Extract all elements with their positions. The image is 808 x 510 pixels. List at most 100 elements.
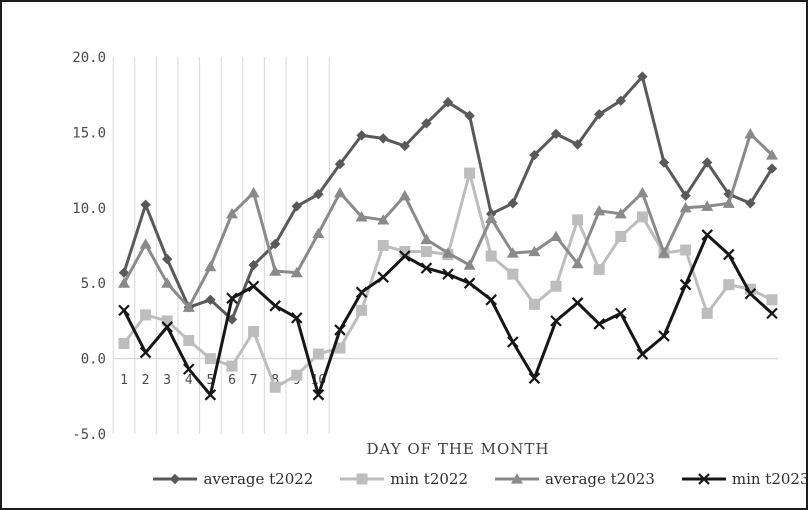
diamond-marker-icon — [464, 110, 475, 122]
square-marker-icon — [118, 338, 130, 350]
square-marker-icon — [291, 369, 303, 381]
triangle-marker-icon — [139, 238, 152, 249]
triangle-marker-icon — [679, 202, 692, 213]
x-tick-label: 4 — [185, 373, 193, 388]
diamond-marker-icon — [248, 259, 259, 271]
triangle-marker-icon — [334, 186, 346, 198]
x-marker-icon — [399, 250, 411, 262]
triangle-marker-icon — [420, 233, 433, 245]
diamond-marker-icon — [153, 473, 198, 485]
square-marker-icon — [464, 167, 476, 179]
x-marker-icon — [681, 473, 726, 485]
triangle-marker-icon — [226, 208, 238, 219]
square-marker-icon — [593, 264, 605, 276]
x-marker-icon — [485, 294, 497, 306]
legend-label: min t2022 — [390, 470, 468, 488]
diamond-marker-icon — [270, 238, 281, 250]
square-marker-icon — [377, 240, 389, 251]
line-chart-plot: 20.015.010.05.00.0-5.012345678910 — [72, 50, 778, 443]
square-marker-icon — [399, 246, 411, 258]
legend-label: average t2023 — [545, 470, 655, 488]
diamond-marker-icon — [637, 71, 648, 82]
triangle-marker-icon — [463, 259, 476, 270]
diamond-marker-icon — [118, 267, 130, 278]
x-tick-label: 7 — [250, 373, 258, 388]
y-tick-label: 20.0 — [72, 50, 106, 66]
x-tick-label: 5 — [206, 373, 214, 388]
x-tick-label: 3 — [163, 373, 171, 388]
triangle-marker-icon — [118, 277, 130, 288]
chart-legend: average t2022 min t2022 average t2023 mi… — [2, 470, 808, 488]
diamond-marker-icon — [550, 128, 562, 140]
square-marker-icon — [183, 335, 195, 347]
x-marker-icon — [550, 315, 562, 327]
square-marker-icon — [356, 473, 368, 485]
triangle-marker-icon — [355, 211, 368, 222]
diamond-marker-icon — [658, 157, 670, 168]
triangle-marker-icon — [722, 197, 735, 208]
triangle-marker-icon — [485, 212, 498, 223]
triangle-marker-icon — [269, 265, 282, 276]
x-marker-icon — [766, 307, 778, 320]
x-marker-icon — [291, 312, 303, 324]
diamond-marker-icon — [162, 253, 173, 265]
triangle-marker-icon — [571, 257, 584, 269]
diamond-marker-icon — [140, 199, 151, 210]
diamond-marker-icon — [356, 130, 367, 141]
diamond-marker-icon — [442, 97, 454, 108]
square-marker-icon — [550, 280, 562, 292]
diamond-marker-icon — [507, 198, 518, 209]
triangle-marker-icon — [744, 128, 757, 139]
x-tick-label: 1 — [120, 373, 128, 388]
triangle-marker-icon — [658, 247, 670, 258]
x-axis-title: DAY OF THE MONTH — [366, 440, 550, 458]
x-marker-icon — [139, 346, 152, 359]
diamond-marker-icon — [226, 314, 238, 325]
diamond-marker-icon — [313, 189, 324, 200]
diamond-marker-icon — [205, 294, 216, 305]
x-marker-icon — [723, 248, 735, 261]
y-tick-label: 15.0 — [72, 125, 106, 141]
x-marker-icon — [571, 297, 584, 309]
x-tick-label: 8 — [271, 373, 279, 388]
diamond-marker-icon — [421, 118, 432, 129]
x-marker-icon — [118, 304, 130, 317]
square-marker-icon — [507, 268, 519, 280]
diamond-marker-icon — [745, 198, 756, 209]
x-tick-label: 6 — [228, 373, 236, 388]
legend-item-average-t2023: average t2023 — [494, 470, 655, 488]
legend-label: average t2022 — [203, 470, 314, 488]
triangle-marker-icon — [161, 277, 174, 288]
x-marker-icon — [744, 287, 757, 300]
diamond-marker-icon — [615, 95, 626, 106]
triangle-marker-icon — [766, 149, 778, 160]
triangle-marker-icon — [593, 205, 606, 216]
legend-label: min t2023 — [731, 470, 808, 488]
diamond-marker-icon — [378, 133, 389, 144]
square-marker-icon — [572, 214, 584, 226]
triangle-marker-icon — [511, 473, 523, 484]
triangle-marker-icon — [377, 214, 390, 225]
diamond-marker-icon — [170, 473, 181, 485]
triangle-marker-icon — [290, 266, 303, 278]
square-marker-icon — [334, 342, 346, 354]
diamond-marker-icon — [594, 109, 605, 120]
triangle-marker-icon — [442, 247, 454, 258]
y-tick-label: 5.0 — [81, 276, 106, 292]
square-marker-icon — [723, 279, 735, 291]
x-marker-icon — [226, 292, 238, 305]
x-marker-icon — [701, 229, 713, 241]
diamond-marker-icon — [399, 140, 410, 152]
x-marker-icon — [269, 300, 281, 312]
x-marker-icon — [698, 473, 710, 485]
legend-item-min-t2022: min t2022 — [339, 470, 468, 488]
x-marker-icon — [528, 372, 541, 384]
x-marker-icon — [679, 278, 692, 291]
diamond-marker-icon — [680, 190, 691, 201]
square-marker-icon — [766, 294, 778, 306]
y-tick-label: 0.0 — [81, 352, 106, 368]
triangle-marker-icon — [701, 200, 714, 211]
triangle-marker-icon — [312, 227, 325, 239]
square-marker-icon — [312, 348, 324, 360]
x-marker-icon — [442, 268, 454, 280]
